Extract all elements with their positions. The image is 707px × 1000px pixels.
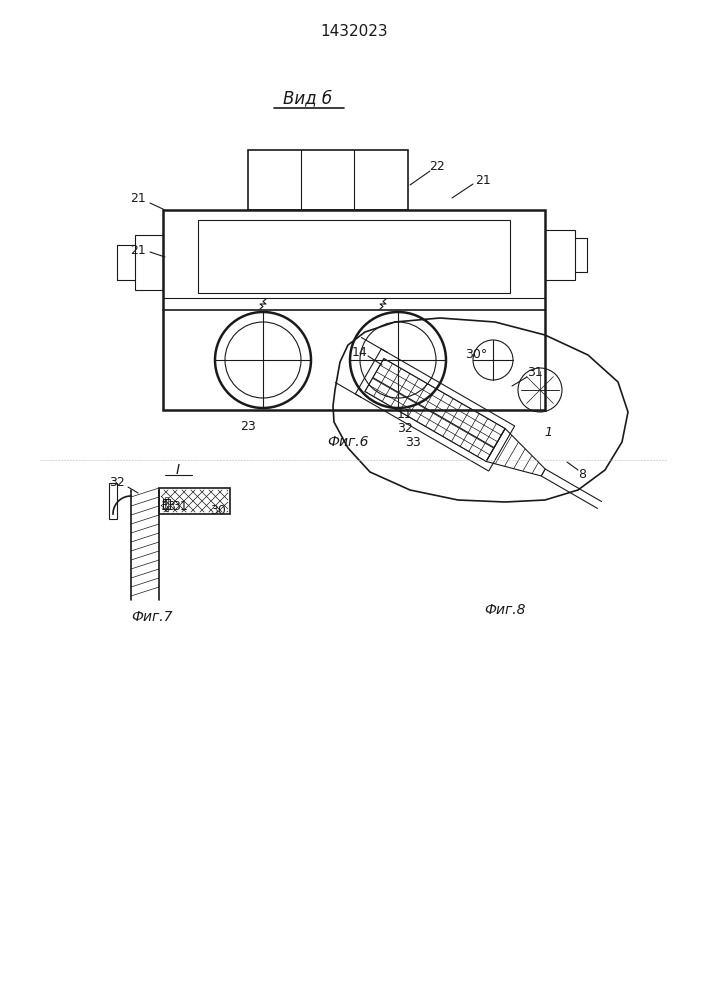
Text: 33: 33 [160, 500, 176, 514]
Bar [159, 488, 230, 514]
Text: I: I [176, 463, 180, 477]
Bar [163, 210, 545, 410]
Text: 23: 23 [240, 420, 256, 432]
Text: 14: 14 [352, 346, 368, 359]
Text: 33: 33 [405, 436, 421, 448]
Bar [165, 497, 168, 511]
Bar [248, 150, 408, 210]
Text: Вид б: Вид б [284, 89, 332, 107]
Text: 1: 1 [544, 426, 552, 438]
Bar [198, 220, 510, 293]
Text: Фиг.8: Фиг.8 [484, 603, 526, 617]
Bar [109, 483, 117, 519]
Text: 22: 22 [429, 159, 445, 172]
Text: 21: 21 [130, 192, 146, 205]
Text: 30°: 30° [465, 349, 487, 361]
Text: 21: 21 [475, 174, 491, 186]
Text: 32: 32 [109, 477, 125, 489]
Text: Фиг.7: Фиг.7 [132, 610, 173, 624]
Text: 30: 30 [210, 504, 226, 516]
Text: Фиг.6: Фиг.6 [327, 435, 369, 449]
Text: 8: 8 [578, 468, 586, 481]
Text: 31: 31 [172, 500, 188, 514]
Text: 21: 21 [130, 243, 146, 256]
Bar [163, 499, 170, 509]
Text: 11: 11 [397, 408, 413, 420]
Text: 31: 31 [527, 366, 543, 379]
Bar [545, 230, 575, 280]
Bar [135, 235, 163, 290]
Text: 32: 32 [397, 422, 413, 434]
Text: 1432023: 1432023 [320, 24, 388, 39]
